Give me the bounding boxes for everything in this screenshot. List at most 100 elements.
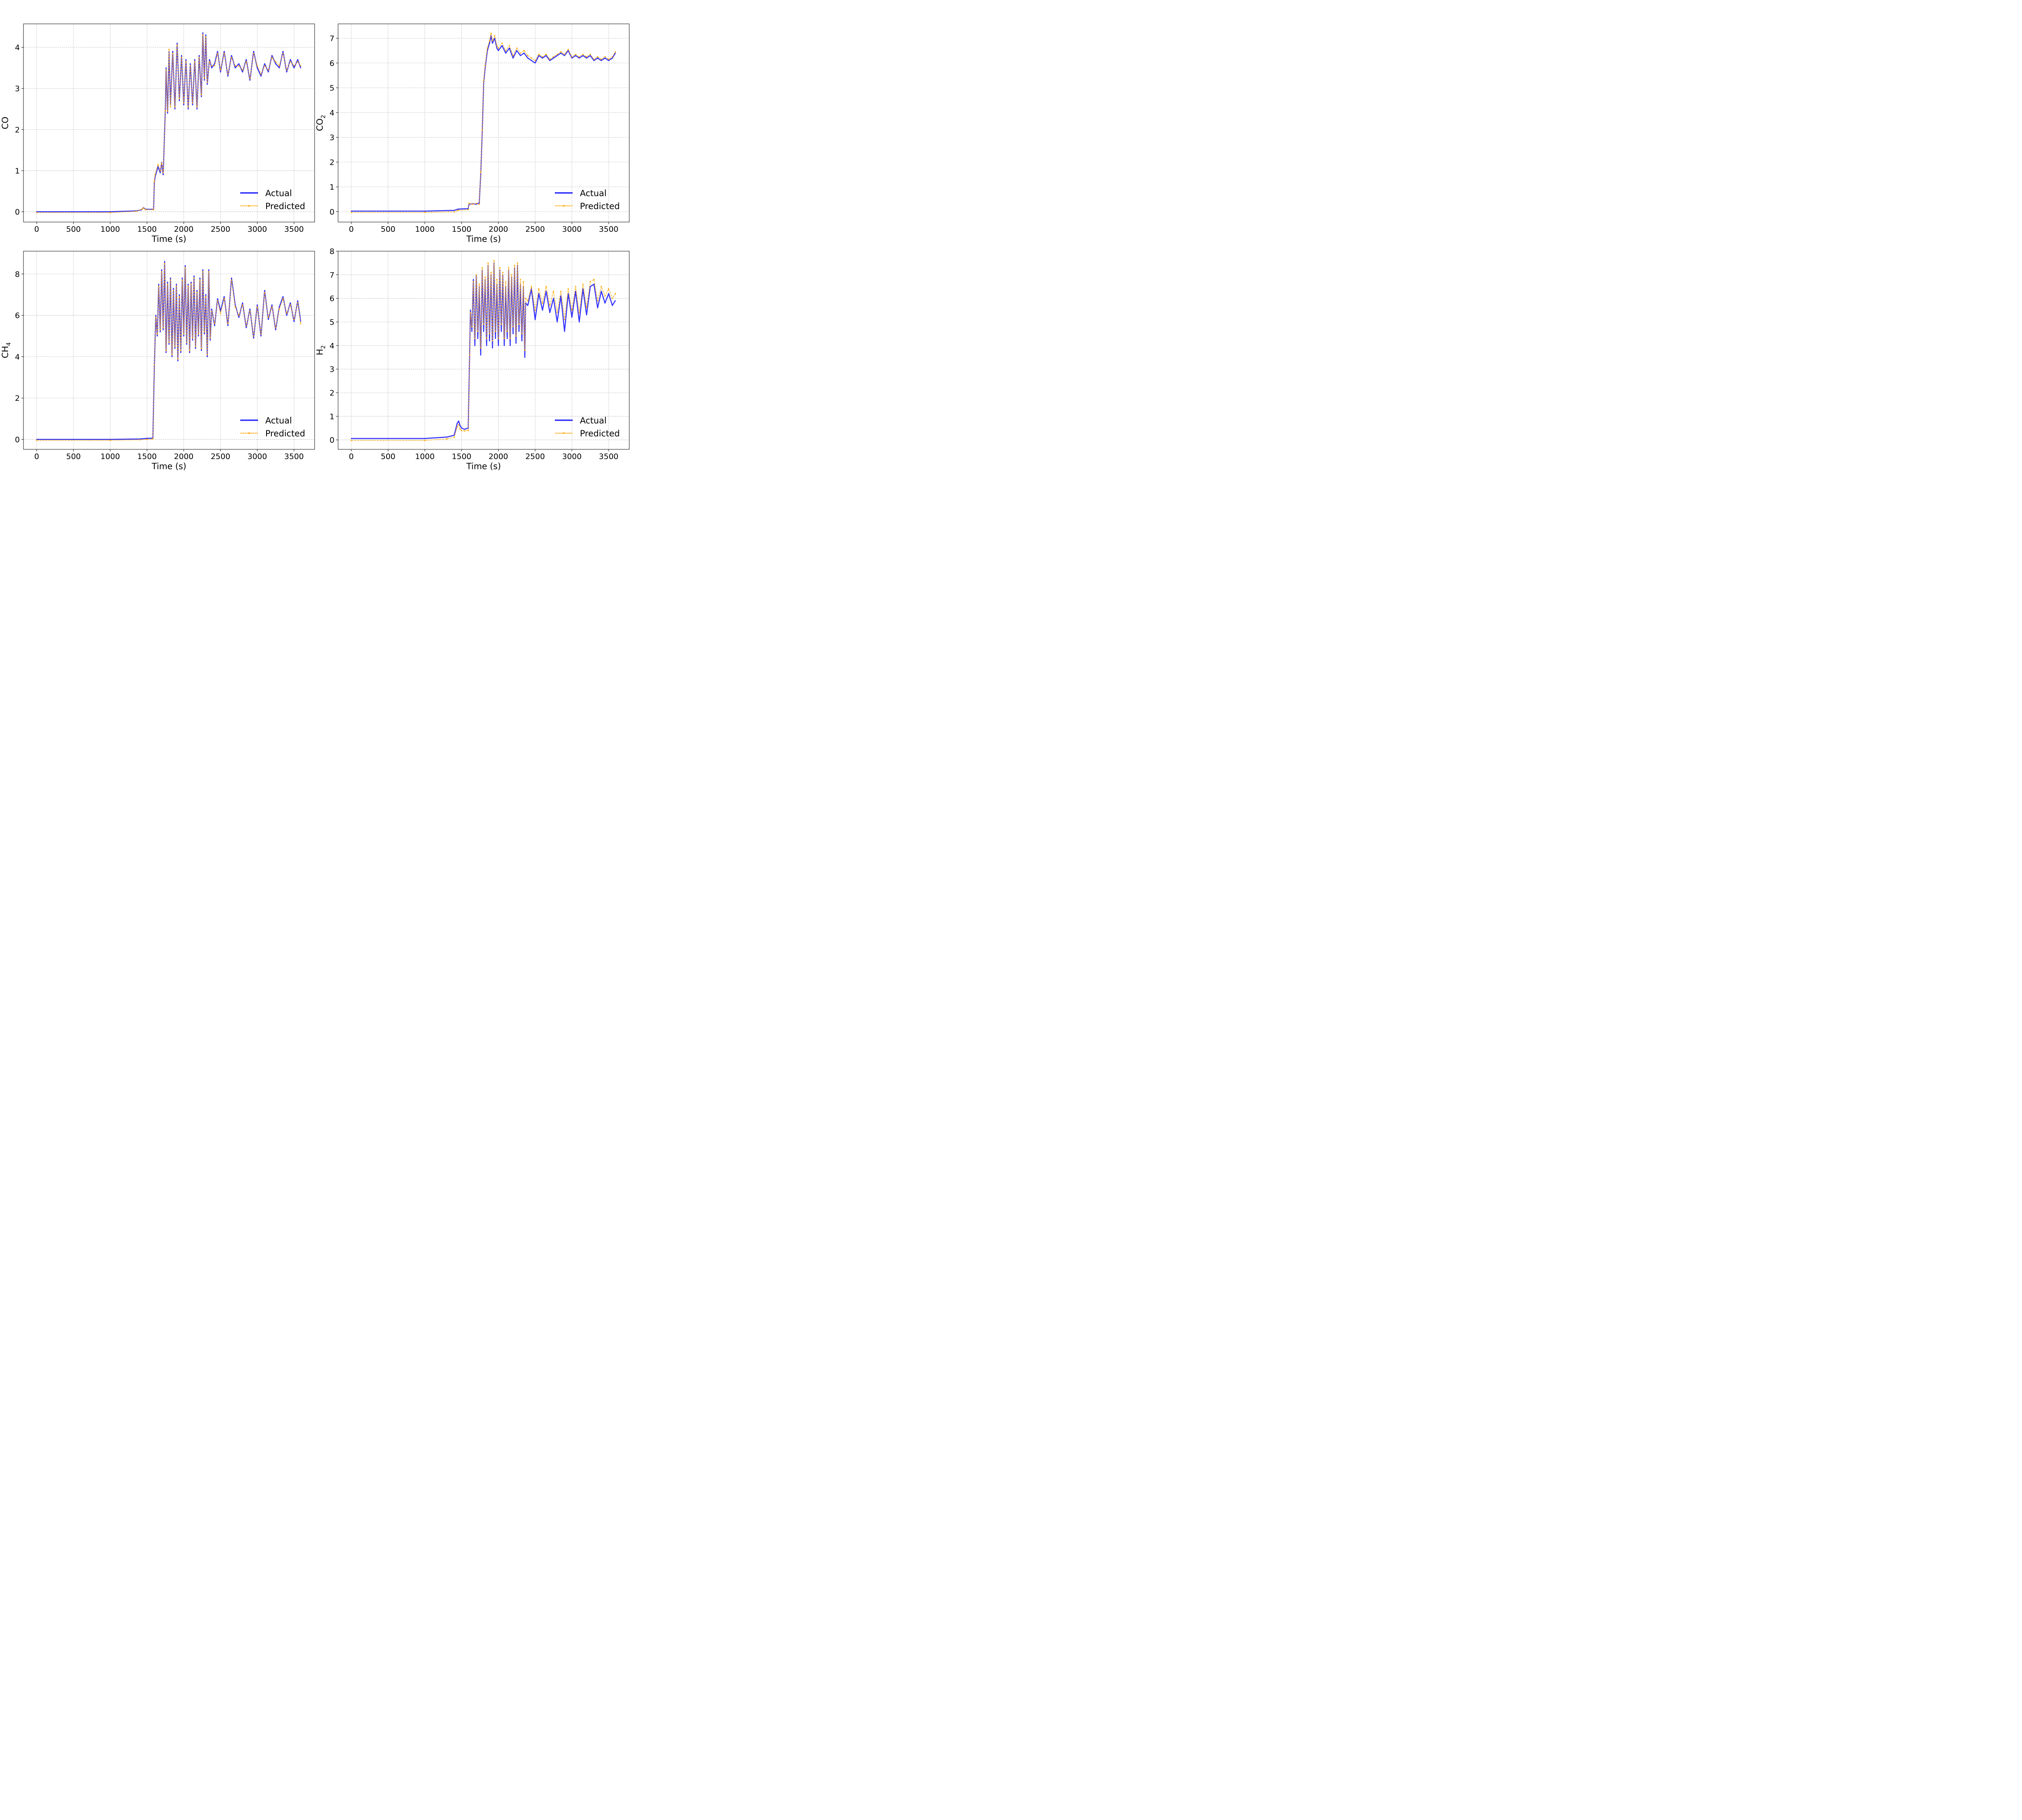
data-point-predicted (275, 327, 277, 328)
x-tick-label: 1500 (137, 452, 157, 461)
data-point-actual (245, 59, 247, 60)
data-point-predicted (235, 306, 236, 308)
data-point-actual (564, 331, 565, 332)
data-point-predicted (271, 306, 273, 308)
data-point-predicted (152, 438, 154, 440)
data-point-actual (538, 55, 539, 56)
data-point-predicted (223, 53, 225, 54)
data-point-predicted (534, 60, 536, 61)
data-point-predicted (155, 317, 157, 318)
data-point-predicted (245, 61, 247, 63)
data-point-predicted (476, 203, 477, 204)
data-point-predicted (260, 73, 262, 75)
data-point-predicted (478, 203, 480, 205)
data-point-predicted (503, 338, 505, 339)
data-point-actual (195, 348, 196, 349)
data-point-predicted (36, 439, 38, 441)
data-point-predicted (509, 45, 510, 47)
data-point-predicted (167, 284, 168, 285)
x-tick-label: 500 (381, 452, 396, 461)
data-point-actual (495, 338, 496, 339)
x-axis-label: Time (s) (151, 234, 186, 244)
data-point-actual (597, 307, 599, 309)
data-point-actual (190, 63, 191, 64)
series-line-actual (351, 35, 616, 212)
data-point-actual (582, 55, 584, 56)
data-point-actual (297, 59, 298, 60)
data-point-predicted (286, 312, 288, 314)
x-tick-label: 2500 (211, 452, 230, 461)
data-point-predicted (556, 312, 558, 313)
y-tick-label: 5 (330, 84, 334, 93)
data-point-predicted (195, 345, 197, 347)
data-point-predicted (489, 333, 491, 334)
x-tick-label: 2000 (174, 225, 193, 234)
data-point-predicted (154, 364, 155, 366)
data-point-actual (586, 57, 587, 59)
data-point-predicted (238, 65, 240, 67)
data-point-predicted (242, 304, 243, 306)
y-tick-label: 4 (15, 43, 20, 52)
data-point-actual (180, 352, 182, 353)
y-tick-label: 2 (330, 389, 334, 398)
data-point-actual (459, 425, 461, 426)
data-point-predicted (208, 271, 209, 273)
data-point-actual (601, 290, 602, 292)
data-point-predicted (154, 174, 156, 176)
data-point-actual (209, 59, 210, 60)
data-point-predicted (165, 69, 167, 71)
data-point-predicted (486, 47, 488, 49)
data-point-predicted (611, 298, 613, 299)
data-point-predicted (484, 276, 486, 278)
x-tick-label: 3500 (284, 225, 304, 234)
x-tick-label: 3000 (562, 225, 582, 234)
data-point-predicted (480, 171, 482, 173)
x-tick-label: 2500 (211, 225, 230, 234)
y-tick-label: 4 (15, 353, 20, 362)
y-tick-label: 4 (330, 108, 334, 117)
data-point-predicted (167, 110, 168, 112)
data-point-actual (556, 55, 558, 56)
data-point-predicted (290, 304, 291, 306)
legend-label-predicted: Predicted (580, 429, 620, 438)
data-point-predicted (300, 323, 302, 324)
legend: Actual Predicted (555, 188, 620, 211)
data-point-actual (164, 261, 165, 262)
data-point-actual (189, 352, 190, 353)
x-tick-label: 1000 (415, 452, 434, 461)
data-point-actual (167, 112, 168, 114)
data-point-predicted (154, 180, 155, 182)
data-point-predicted (205, 36, 207, 38)
legend: Actual Predicted (240, 416, 305, 438)
data-point-predicted (196, 292, 198, 293)
data-point-predicted (165, 349, 167, 351)
x-tick-label: 2000 (489, 225, 508, 234)
data-point-predicted (541, 56, 544, 58)
data-point-predicted (453, 436, 455, 438)
x-tick-label: 0 (349, 452, 354, 461)
legend-label-actual: Actual (265, 188, 292, 198)
data-point-actual (512, 333, 514, 334)
data-point-actual (271, 55, 273, 56)
data-point-actual (181, 55, 182, 56)
data-point-actual (183, 104, 184, 106)
y-axis-label-main: CO (315, 119, 325, 131)
x-tick-label: 3000 (247, 452, 267, 461)
data-point-predicted (567, 288, 569, 290)
data-point-predicted (501, 324, 502, 325)
data-point-predicted (541, 302, 544, 304)
data-point-predicted (582, 284, 584, 285)
data-point-actual (492, 42, 493, 44)
y-axis-label-subscript: 4 (6, 342, 12, 346)
data-point-actual (518, 331, 520, 332)
data-point-predicted (162, 172, 164, 174)
data-point-predicted (578, 56, 580, 58)
data-point-actual (608, 293, 609, 294)
data-point-predicted (171, 354, 173, 356)
data-point-predicted (608, 58, 609, 60)
data-point-actual (231, 55, 232, 56)
data-point-predicted (271, 57, 273, 58)
data-point-predicted (182, 279, 183, 281)
data-point-predicted (571, 309, 573, 311)
data-point-predicted (256, 306, 258, 308)
